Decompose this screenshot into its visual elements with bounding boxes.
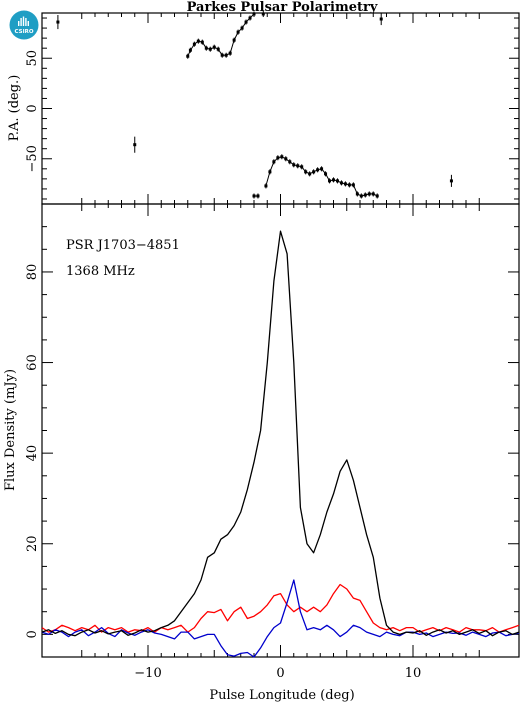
pa-point [252, 12, 256, 16]
pa-point [320, 167, 324, 171]
pa-point [192, 42, 196, 46]
pa-y-tick-label: 0 [25, 104, 40, 112]
pa-point [288, 160, 292, 164]
profile-linear-polarization-line [41, 583, 520, 633]
chart-title: Parkes Pulsar Polarimetry [187, 0, 378, 15]
profile-panel: 0 20 40 60 80 −10 0 10 Flux Density (mJy) Puls… [3, 203, 520, 703]
pa-point [339, 181, 343, 185]
pa-point [284, 157, 288, 161]
pa-point [212, 45, 216, 49]
profile-y-tick-label: 0 [25, 630, 40, 638]
pa-point [300, 165, 304, 169]
pa-point [133, 143, 137, 147]
pa-point [204, 46, 208, 50]
pa-point [304, 170, 308, 174]
pa-point [449, 179, 453, 183]
pa-point [367, 192, 371, 196]
pulsar-name-annotation: PSR J1703−4851 [66, 238, 180, 253]
pa-point [355, 192, 359, 196]
pa-point [324, 172, 328, 176]
pa-point [328, 179, 332, 183]
pa-segment-line [187, 13, 255, 57]
pa-point [292, 163, 296, 167]
profile-x-tick-label: 0 [276, 666, 284, 681]
profile-x-axis-label: Pulse Longitude (deg) [209, 688, 354, 703]
pa-plot-frame [41, 12, 520, 205]
pa-point [332, 178, 335, 182]
pa-y-tick-label: −50 [25, 145, 40, 172]
pa-point [236, 30, 240, 34]
pa-point [228, 51, 232, 55]
profile-circular-polarization-line [41, 579, 520, 658]
pa-point [343, 182, 347, 186]
csiro-logo: CSIRO [9, 10, 39, 40]
profile-y-tick-label: 40 [25, 445, 40, 462]
pa-point [56, 20, 60, 24]
pa-point [371, 192, 375, 196]
csiro-logo-bars-icon [18, 16, 29, 26]
pa-point [186, 54, 190, 58]
pa-point [280, 155, 284, 159]
pa-point [240, 26, 244, 30]
pa-y-axis-label: P.A. (deg.) [7, 75, 22, 142]
pa-point [216, 47, 220, 51]
profile-y-tick-labels: 0 20 40 60 80 [25, 264, 40, 639]
profile-y-axis-label: Flux Density (mJy) [3, 369, 18, 491]
pa-point [248, 16, 252, 20]
profile-x-tick-label: −10 [134, 666, 161, 681]
pa-point [188, 48, 192, 52]
pa-point [351, 183, 355, 187]
pa-point [261, 12, 265, 16]
pa-y-tick-label: 50 [25, 50, 40, 67]
pa-tick-marks [42, 13, 519, 204]
profile-y-tick-label: 80 [25, 264, 40, 281]
pa-point [224, 53, 228, 57]
pa-point [244, 20, 248, 24]
pa-point [196, 39, 200, 43]
pa-point [256, 194, 260, 198]
pa-y-tick-labels: −50 0 50 [25, 50, 40, 173]
pa-point [232, 38, 236, 42]
pa-point [375, 194, 379, 198]
pa-point [268, 170, 272, 174]
pa-segment-line [265, 156, 378, 197]
pa-point [316, 168, 320, 172]
profile-series-lines [41, 230, 520, 658]
pa-point [308, 172, 312, 176]
profile-y-tick-label: 20 [25, 535, 40, 552]
pa-point [200, 40, 204, 44]
profile-x-tick-label: 10 [405, 666, 422, 681]
pa-data-points [56, 10, 453, 199]
profile-x-tick-labels: −10 0 10 [134, 666, 421, 681]
pa-point [276, 156, 280, 160]
pa-point [296, 164, 300, 168]
pa-point [335, 179, 339, 183]
frequency-annotation: 1368 MHz [66, 264, 135, 279]
position-angle-panel: −50 0 50 P.A. (deg.) [7, 10, 520, 205]
pa-point [379, 17, 383, 21]
pa-point [208, 47, 212, 51]
csiro-logo-text: CSIRO [14, 29, 33, 35]
profile-y-tick-label: 60 [25, 354, 40, 371]
profile-total-intensity-line [41, 230, 520, 637]
pa-point [363, 193, 367, 197]
pa-point [264, 184, 268, 188]
pa-point [252, 194, 256, 198]
pa-point [347, 183, 351, 187]
pa-point [220, 53, 224, 57]
pa-point [312, 170, 316, 174]
pa-point [359, 194, 363, 198]
pa-point [272, 160, 276, 164]
